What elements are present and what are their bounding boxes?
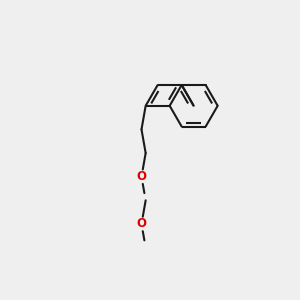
Text: O: O bbox=[136, 218, 146, 230]
Text: O: O bbox=[136, 170, 146, 183]
